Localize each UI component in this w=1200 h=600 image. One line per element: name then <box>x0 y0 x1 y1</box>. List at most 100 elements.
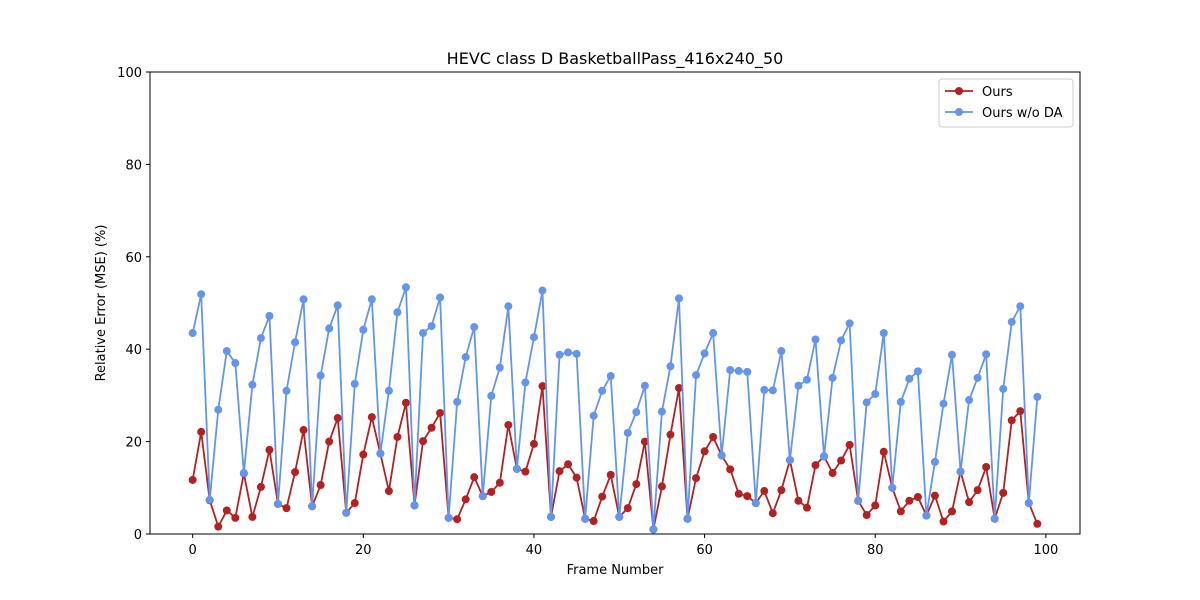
y-tick-label: 80 <box>125 158 142 173</box>
data-point <box>640 437 649 446</box>
data-point <box>512 464 521 473</box>
data-point <box>905 496 914 505</box>
data-point <box>888 483 897 492</box>
data-point <box>657 482 666 491</box>
legend-item: Ours <box>945 85 1013 100</box>
data-point <box>777 486 786 495</box>
data-point <box>1007 416 1016 425</box>
data-point <box>393 432 402 441</box>
series-ours-wo-da <box>188 283 1042 534</box>
data-point <box>692 371 701 380</box>
data-point <box>231 513 240 522</box>
data-point <box>273 499 282 508</box>
legend-marker <box>955 108 963 116</box>
data-point <box>743 367 752 376</box>
data-point <box>965 396 974 405</box>
data-point <box>444 513 453 522</box>
data-point <box>674 294 683 303</box>
data-point <box>802 503 811 512</box>
data-point <box>615 512 624 521</box>
data-point <box>956 467 965 476</box>
data-point <box>666 430 675 439</box>
data-point <box>760 385 769 394</box>
data-point <box>1016 407 1025 416</box>
data-point <box>939 517 948 526</box>
data-point <box>768 386 777 395</box>
y-axis: 0 20 40 60 80 100 <box>117 66 150 543</box>
data-point <box>598 492 607 501</box>
data-point <box>837 336 846 345</box>
data-point <box>871 390 880 399</box>
legend-label: Ours w/o DA <box>982 106 1063 121</box>
data-point <box>1007 317 1016 326</box>
data-point <box>487 391 496 400</box>
data-point <box>777 347 786 356</box>
data-point <box>359 325 368 334</box>
data-point <box>785 456 794 465</box>
data-point <box>504 302 513 311</box>
data-point <box>529 439 538 448</box>
data-point <box>384 386 393 395</box>
data-point <box>538 286 547 295</box>
data-point <box>231 359 240 368</box>
data-point <box>188 329 197 338</box>
data-point <box>564 460 573 469</box>
data-point <box>845 440 854 449</box>
data-point <box>854 496 863 505</box>
data-point <box>657 407 666 416</box>
data-point <box>529 333 538 342</box>
data-point <box>692 474 701 483</box>
data-point <box>709 329 718 338</box>
data-point <box>640 381 649 390</box>
data-point <box>572 473 581 482</box>
data-point <box>726 465 735 474</box>
data-point <box>930 457 939 466</box>
data-point <box>913 493 922 502</box>
data-point <box>393 308 402 317</box>
data-point <box>683 514 692 523</box>
data-point <box>794 496 803 505</box>
data-point <box>401 283 410 292</box>
data-point <box>384 487 393 496</box>
data-point <box>896 507 905 516</box>
data-point <box>214 405 223 414</box>
data-point <box>410 501 419 510</box>
data-point <box>333 414 342 423</box>
data-point <box>248 512 257 521</box>
data-point <box>999 384 1008 393</box>
data-point <box>367 413 376 422</box>
data-point <box>734 366 743 375</box>
data-point <box>214 522 223 531</box>
data-point <box>470 323 479 332</box>
data-point <box>862 398 871 407</box>
y-tick-label: 60 <box>125 251 142 266</box>
data-point <box>308 502 317 511</box>
data-point <box>871 501 880 510</box>
data-point <box>623 504 632 513</box>
x-axis: 0 20 40 60 80 100 <box>189 534 1058 558</box>
data-point <box>700 447 709 456</box>
data-point <box>299 295 308 304</box>
data-point <box>555 467 564 476</box>
data-point <box>930 491 939 500</box>
data-point <box>751 499 760 508</box>
data-point <box>436 293 445 302</box>
data-point <box>1033 392 1042 401</box>
data-point <box>453 397 462 406</box>
x-tick-label: 0 <box>189 543 197 558</box>
data-point <box>948 350 957 359</box>
data-point <box>606 372 615 380</box>
data-point <box>325 437 334 446</box>
data-point <box>453 515 462 524</box>
data-point <box>205 495 214 504</box>
y-tick-label: 0 <box>134 528 142 543</box>
legend-label: Ours <box>982 85 1013 100</box>
data-point <box>632 408 641 417</box>
x-tick-label: 60 <box>696 543 713 558</box>
x-tick-label: 40 <box>526 543 543 558</box>
data-point <box>973 373 982 382</box>
data-point <box>717 451 726 460</box>
x-tick-label: 100 <box>1033 543 1058 558</box>
data-point <box>999 488 1008 497</box>
